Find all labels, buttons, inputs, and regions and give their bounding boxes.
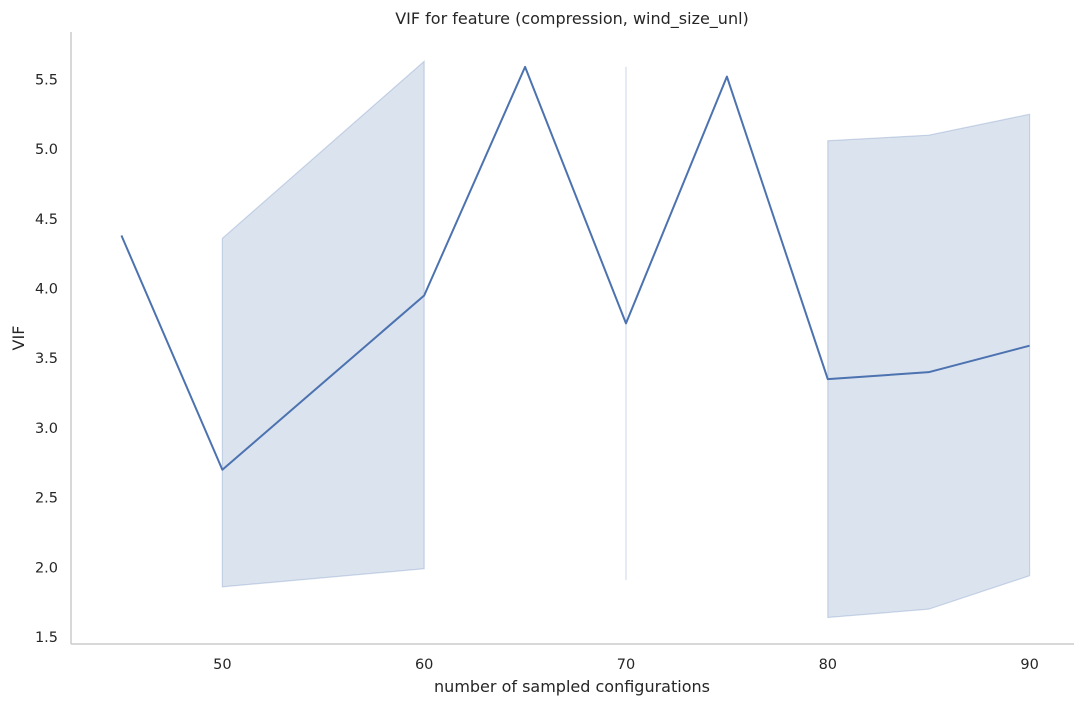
y-axis-label: VIF [9,326,28,351]
x-tick-labels: 50 60 70 80 90 [213,657,1039,673]
y-tick-label: 4.0 [35,282,58,298]
y-tick-label: 5.5 [35,72,58,88]
chart-title: VIF for feature (compression, wind_size_… [395,9,749,29]
confidence-band [221,59,425,588]
y-tick-label: 2.5 [35,491,58,507]
y-tick-label: 5.0 [35,142,58,158]
y-tick-labels: 1.5 2.0 2.5 3.0 3.5 4.0 4.5 5.0 5.5 [35,72,58,646]
confidence-bands [221,59,1031,619]
x-tick-label: 90 [1020,657,1038,673]
x-axis-label: number of sampled configurations [434,677,710,696]
confidence-band [827,113,1031,619]
y-tick-label: 4.5 [35,212,58,228]
series-lines [120,65,1030,471]
x-tick-label: 70 [617,657,635,673]
series-line [120,65,1030,471]
y-tick-label: 2.0 [35,560,58,576]
x-tick-label: 80 [819,657,837,673]
y-tick-label: 3.0 [35,421,58,437]
y-tick-label: 1.5 [35,630,58,646]
x-tick-label: 60 [415,657,433,673]
x-tick-label: 50 [213,657,231,673]
y-tick-label: 3.5 [35,351,58,367]
